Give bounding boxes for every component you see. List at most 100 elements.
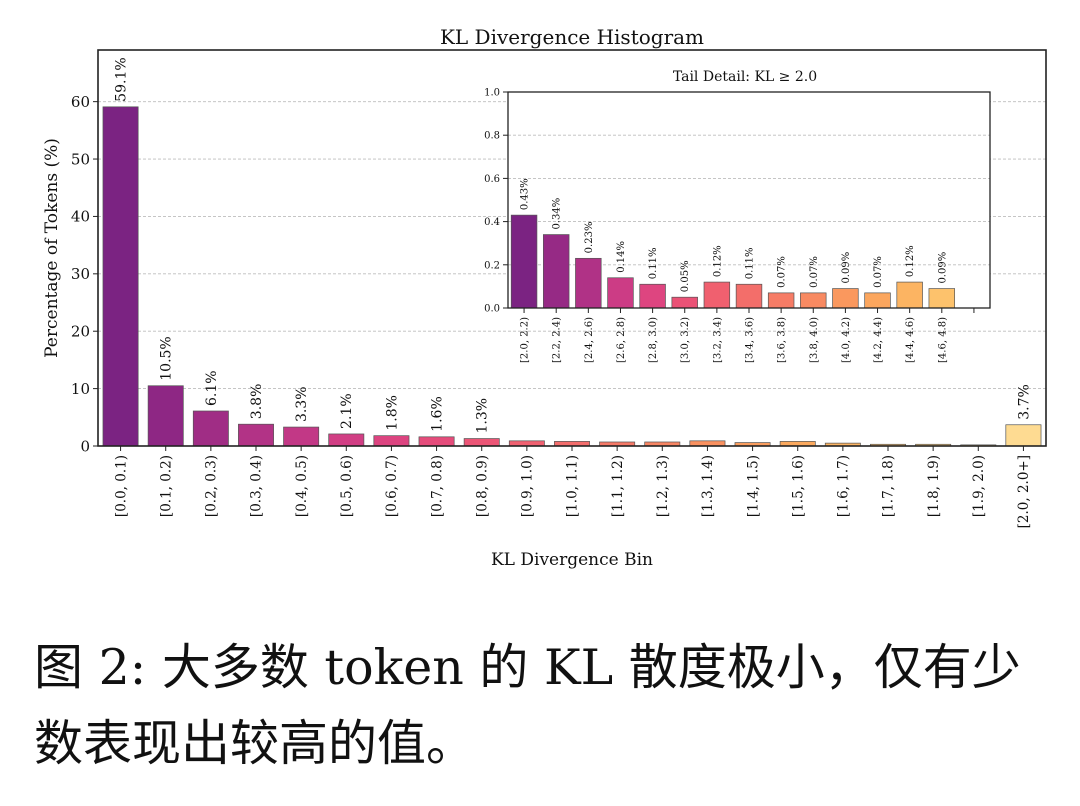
main-y-tick-label: 10 [71,380,90,398]
kl-divergence-figure: 59.1% 10.5% 6.1% 3.8% 3.3% 2.1% 1.8% 1.6% 1.3% 3.… [42,25,1047,570]
inset-data-label: 0.23% [584,222,595,254]
main-x-tick-label: [1.8, 1.9) [926,455,942,517]
inset-data-label: 0.09% [937,252,948,284]
main-bar [283,426,320,447]
inset-bar [864,292,891,309]
main-x-tick-label: [1.9, 2.0) [971,455,987,517]
inset-data-label: 0.14% [616,241,627,273]
inset-data-label: 0.07% [777,256,788,288]
inset-x-tick-label: [2.2, 2.4) [552,317,563,363]
inset-y-tick-label: 1.0 [484,88,500,99]
inset-y-tick-label: 0.0 [484,304,500,315]
inset-data-label: 0.09% [841,252,852,284]
main-bars [102,106,1042,447]
main-x-tick-label: [0.3, 0.4) [249,455,265,517]
inset-y-tick-label: 0.6 [484,174,500,185]
inset-data-labels: 0.43% 0.34% 0.23% 0.14% 0.11% 0.05% 0.12% 0.11%… [520,178,949,292]
inset-bar [767,292,795,309]
inset-bar [735,283,763,309]
main-y-tick-label: 0 [80,437,90,455]
inset-y-ticks: 0.0 0.2 0.4 0.6 0.8 1.0 [484,88,508,315]
inset-data-label: 0.07% [809,256,820,288]
inset-bars [510,214,956,309]
main-y-tick-label: 20 [71,322,90,340]
main-bar [147,385,184,447]
inset-bar [607,277,634,309]
inset-data-label: 0.34% [552,198,563,230]
main-data-label: 10.5% [159,336,175,380]
inset-x-tick-label: [2.8, 3.0) [648,317,659,363]
main-bar [328,433,365,447]
main-x-tick-label: [0.4, 0.5) [294,455,310,517]
inset-x-tick-label: [2.0, 2.2) [520,317,531,363]
main-y-tick-label: 40 [71,208,90,226]
inset-bar [800,292,827,309]
main-y-tick-label: 30 [71,265,90,283]
main-bar [102,106,139,447]
main-x-tick-label: [1.5, 1.6) [790,455,806,517]
main-x-tick-label: [1.4, 1.5) [745,455,761,517]
main-bar [373,435,410,447]
inset-data-label: 0.05% [680,260,691,292]
inset-x-tick-label: [2.4, 2.6) [584,317,595,363]
main-bar [1005,424,1042,447]
inset-data-label: 0.11% [745,247,756,279]
main-x-tick-label: [0.1, 0.2) [158,455,174,517]
main-x-axis-label: KL Divergence Bin [491,550,653,570]
main-data-label: 3.3% [294,386,310,422]
inset-bar [928,288,956,309]
inset-x-tick-label: [3.0, 3.2) [680,317,691,363]
main-x-tick-label: [1.7, 1.8) [881,455,897,517]
inset-bar [639,283,666,309]
main-x-tick-label: [2.0, 2.0+] [1016,455,1032,528]
main-x-ticks: [0.0, 0.1) [0.1, 0.2) [0.2, 0.3) [0.3, 0.4)… [113,446,1032,528]
inset-x-tick-label: [3.2, 3.4) [712,317,723,363]
inset-bar [575,257,602,309]
main-x-tick-label: [0.2, 0.3) [204,455,220,517]
main-x-tick-label: [1.3, 1.4) [700,455,716,517]
inset-x-tick-label: [3.6, 3.8) [777,317,788,363]
inset-x-tick-label: [4.6, 4.8) [937,317,948,363]
inset-x-tick-label: [3.4, 3.6) [745,317,756,363]
inset-data-label: 0.12% [712,245,723,277]
main-data-label: 1.6% [429,396,445,432]
inset-x-tick-label: [2.6, 2.8) [616,317,627,363]
main-x-tick-label: [0.6, 0.7) [384,455,400,517]
inset-y-tick-label: 0.2 [484,260,500,271]
main-data-label: 59.1% [113,57,129,101]
main-data-labels: 59.1% 10.5% 6.1% 3.8% 3.3% 2.1% 1.8% 1.6% 1.3% 3.… [113,57,1032,433]
main-bar [238,423,274,447]
main-x-tick-label: [0.7, 0.8) [429,455,445,517]
main-data-label: 2.1% [339,393,355,429]
main-bar [192,410,229,447]
main-x-tick-label: [0.9, 1.0) [520,455,536,517]
main-chart-title: KL Divergence Histogram [440,25,704,49]
inset-y-tick-label: 0.4 [484,217,500,228]
inset-x-tick-label: [4.2, 4.4) [873,317,884,363]
main-x-tick-label: [1.2, 1.3) [655,455,671,517]
main-data-label: 3.8% [249,384,265,420]
main-y-ticks: 0 10 20 30 40 50 60 [71,93,98,455]
inset-data-label: 0.12% [905,245,916,277]
inset-x-tick-label: [4.4, 4.6) [905,317,916,363]
inset-data-label: 0.11% [648,247,659,279]
inset-plot-frame [507,91,991,309]
inset-data-label: 0.43% [520,178,531,210]
main-data-label: 1.8% [384,395,400,431]
main-data-label: 3.7% [1016,384,1032,420]
inset-bar [542,234,570,309]
inset-chart-title: Tail Detail: KL ≥ 2.0 [673,69,817,85]
main-bar [418,436,455,447]
main-data-label: 1.3% [475,398,491,434]
main-x-tick-label: [1.6, 1.7) [836,455,852,517]
main-data-label: 6.1% [204,370,220,406]
main-y-tick-label: 60 [71,93,90,111]
main-x-tick-label: [1.1, 1.2) [610,455,626,517]
main-x-tick-label: [1.0, 1.1) [565,455,581,517]
inset-bar [671,296,698,309]
main-plot-frame [97,49,1047,447]
main-x-tick-label: [0.0, 0.1) [113,455,129,517]
inset-bar [703,281,731,309]
inset-x-ticks: [2.0, 2.2) [2.2, 2.4) [2.4, 2.6) [2.6, 2.8)… [520,308,975,363]
main-x-tick-label: [0.5, 0.6) [339,455,355,517]
